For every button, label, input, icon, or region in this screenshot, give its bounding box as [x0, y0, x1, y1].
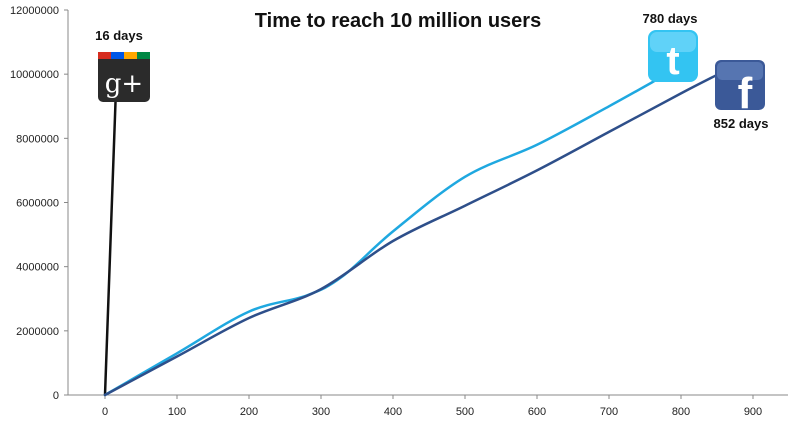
- twitter-icon-text: t: [666, 39, 679, 83]
- y-tick-label: 6000000: [16, 198, 59, 210]
- x-tick-label: 500: [456, 406, 474, 418]
- twitter-icon: t: [648, 30, 698, 83]
- x-tick-label: 100: [168, 406, 186, 418]
- facebook-icon-text: f: [738, 69, 753, 118]
- y-tick-label: 2000000: [16, 326, 59, 338]
- x-tick-label: 700: [600, 406, 618, 418]
- facebook-icon: f: [715, 60, 765, 118]
- x-tick-label: 200: [240, 406, 258, 418]
- x-tick-label: 600: [528, 406, 546, 418]
- x-tick-label: 300: [312, 406, 330, 418]
- series-lines: [103, 72, 720, 397]
- y-tick-label: 0: [53, 390, 59, 402]
- chart-title: Time to reach 10 million users: [255, 10, 541, 32]
- x-tick-label: 400: [384, 406, 402, 418]
- y-tick-label: 4000000: [16, 262, 59, 274]
- y-axis-ticks: 0 2000000 4000000 6000000 8000000 10000000 120…: [10, 5, 68, 402]
- y-tick-label: 12000000: [10, 5, 59, 17]
- google-plus-line: [103, 72, 118, 397]
- x-tick-label: 900: [744, 406, 762, 418]
- twitter-line: [103, 72, 668, 397]
- x-tick-label: 0: [102, 406, 108, 418]
- y-tick-label: 8000000: [16, 133, 59, 145]
- x-tick-label: 800: [672, 406, 690, 418]
- google-plus-icon: g+: [98, 52, 150, 102]
- twitter-annotation: 780 days: [643, 11, 698, 26]
- google-plus-annotation: 16 days: [95, 28, 143, 43]
- facebook-line: [103, 72, 720, 397]
- y-tick-label: 10000000: [10, 69, 59, 81]
- facebook-annotation: 852 days: [714, 116, 769, 131]
- x-axis-ticks: 0 100 200 300 400 500 600 700 800 900: [102, 395, 762, 418]
- google-plus-icon-text: g+: [105, 69, 143, 99]
